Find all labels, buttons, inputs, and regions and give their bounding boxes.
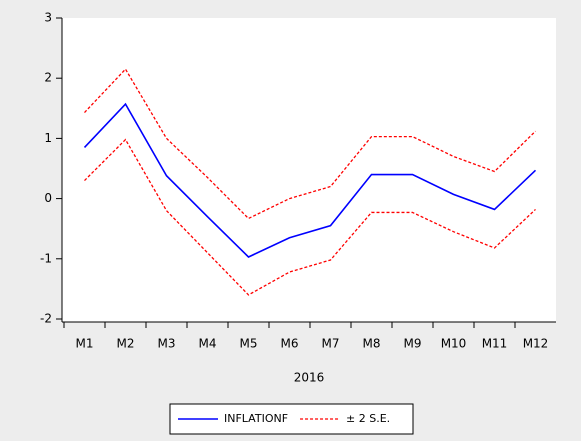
series-line bbox=[84, 68, 536, 220]
y-tick-label: 1 bbox=[44, 131, 52, 145]
x-tick-label: M6 bbox=[281, 337, 299, 351]
x-tick-label: M9 bbox=[404, 337, 422, 351]
x-tick-label: M2 bbox=[117, 337, 135, 351]
x-axis-label: 2016 bbox=[294, 371, 325, 385]
plot-area bbox=[62, 18, 556, 322]
y-tick-label: 2 bbox=[44, 71, 52, 85]
series-line bbox=[83, 102, 537, 258]
x-tick-label: M8 bbox=[363, 337, 381, 351]
series-line bbox=[84, 138, 536, 296]
x-tick-label: M11 bbox=[482, 337, 508, 351]
legend-label: ± 2 S.E. bbox=[346, 412, 390, 425]
x-tick-label: M12 bbox=[523, 337, 549, 351]
y-tick-label: -2 bbox=[40, 311, 52, 325]
x-tick-label: M4 bbox=[199, 337, 217, 351]
y-tick-label: -1 bbox=[40, 251, 52, 265]
x-tick-label: M7 bbox=[322, 337, 340, 351]
y-tick-label: 3 bbox=[44, 11, 52, 25]
y-tick-label: 0 bbox=[44, 191, 52, 205]
x-tick-label: M5 bbox=[240, 337, 258, 351]
x-tick-label: M3 bbox=[158, 337, 176, 351]
x-tick-label: M10 bbox=[441, 337, 467, 351]
legend-label: INFLATIONF bbox=[224, 412, 288, 425]
x-tick-label: M1 bbox=[76, 337, 94, 351]
